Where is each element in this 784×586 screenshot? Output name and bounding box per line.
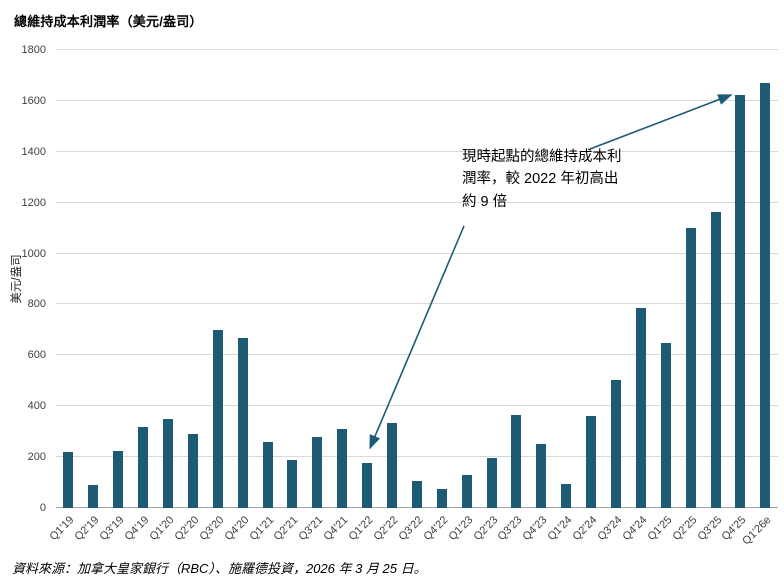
annotation-line-1: 現時起點的總維持成本利 (462, 149, 622, 165)
bar-slot (230, 50, 255, 508)
bar-Q3'24 (611, 379, 622, 508)
bar-slot (554, 50, 579, 508)
bar-slot (255, 50, 280, 508)
x-tick-slot: Q1'26e (741, 509, 778, 559)
bar-slot (56, 50, 81, 508)
bar-slot (205, 50, 230, 508)
bar-Q4'24 (635, 308, 646, 508)
bar-Q3'19 (113, 450, 124, 508)
gridline (56, 49, 778, 50)
bar-Q3'21 (312, 436, 323, 508)
bar-slot (180, 50, 205, 508)
y-tick-label: 1600 (21, 94, 46, 107)
annotation-line-3: 約 9 倍 (462, 193, 508, 210)
bar-Q1'26e (760, 83, 771, 508)
bar-slot (753, 50, 778, 508)
bar-slot (653, 50, 678, 508)
y-tick-label: 1800 (21, 44, 46, 56)
bar-slot (380, 50, 405, 508)
bar-slot (728, 50, 753, 508)
bar-Q3'22 (411, 481, 422, 508)
bar-slot (628, 50, 653, 508)
y-tick-label: 800 (27, 298, 46, 311)
bar-Q1'21 (262, 441, 273, 508)
bar-Q2'25 (685, 228, 696, 508)
bar-Q2'22 (387, 422, 398, 508)
source-note: 資料來源：加拿大皇家銀行（RBC）、施羅德投資，2026 年 3 月 25 日。 (12, 561, 427, 576)
bar-slot (604, 50, 629, 508)
x-axis-labels: Q1'19 Q2'19 Q3'19 Q4'19 Q1'20 Q2'20 Q3'20 Q4'20… (48, 509, 778, 559)
bar-Q2'20 (187, 434, 198, 508)
gridline (56, 456, 778, 458)
bar-slot (703, 50, 728, 508)
bar-Q1'24 (561, 483, 572, 508)
bar-slot (280, 50, 305, 508)
y-axis-ticks: 0 200 400 600 800 1000 1200 1400 1600 1800 (0, 44, 46, 514)
bar-Q1'23 (461, 474, 472, 508)
annotation-text: 現時起點的總維持成本利 潤率，較 2022 年初高出 約 9 倍 (462, 146, 622, 213)
bar-Q1'20 (163, 418, 173, 508)
gridline (56, 99, 778, 101)
bar-Q2'23 (486, 458, 497, 508)
bar-Q3'20 (212, 329, 223, 508)
y-tick-label: 200 (27, 451, 46, 464)
bar-Q4'25 (735, 94, 746, 508)
bar-slot (529, 50, 554, 508)
bar-Q4'19 (138, 426, 149, 508)
y-tick-label: 1200 (21, 196, 46, 209)
gridline (56, 150, 778, 152)
bar-slot (404, 50, 429, 508)
bar-Q3'23 (511, 415, 522, 508)
bar-Q1'22 (362, 463, 373, 508)
bar-Q2'19 (88, 485, 99, 508)
plot-area (56, 49, 778, 508)
chart-title: 總維持成本利潤率（美元/盎司） (14, 14, 203, 29)
bar-Q2'21 (287, 459, 298, 508)
bar-slot (479, 50, 504, 508)
bar-slot (678, 50, 703, 508)
bar-series (56, 50, 778, 508)
bar-slot (355, 50, 380, 508)
bar-Q4'20 (237, 337, 248, 508)
bar-slot (106, 50, 131, 508)
bar-slot (579, 50, 604, 508)
bar-slot (156, 50, 181, 508)
bar-Q2'24 (586, 416, 597, 508)
y-tick-label: 400 (27, 400, 46, 413)
x-tick-label: Q1'19 (47, 514, 77, 544)
y-tick-label: 0 (39, 502, 46, 514)
y-tick-label: 1000 (21, 247, 46, 260)
bar-slot (454, 50, 479, 508)
bar-Q1'25 (660, 342, 671, 508)
bar-slot (429, 50, 454, 508)
bar-Q4'21 (337, 429, 348, 508)
bar-slot (504, 50, 529, 508)
bar-Q3'25 (710, 211, 721, 508)
y-tick-label: 600 (27, 349, 46, 362)
bar-slot (330, 50, 355, 508)
y-tick-label: 1400 (21, 145, 46, 158)
bar-slot (305, 50, 330, 508)
bar-slot (131, 50, 156, 508)
bar-Q1'19 (63, 452, 74, 508)
bar-Q4'23 (536, 444, 547, 508)
bar-slot (81, 50, 106, 508)
annotation-line-2: 潤率，較 2022 年初高出 (462, 171, 619, 188)
bar-Q4'22 (436, 488, 447, 508)
gridline (56, 201, 778, 203)
